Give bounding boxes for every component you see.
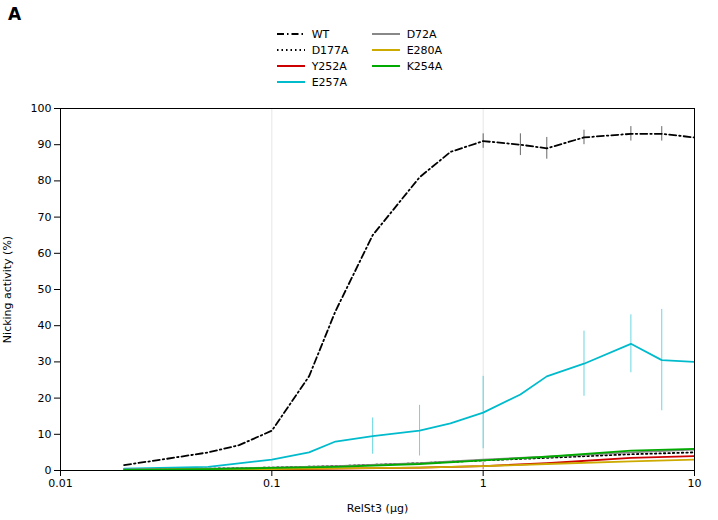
- svg-text:50: 50: [38, 283, 52, 296]
- svg-text:RelSt3 (μg): RelSt3 (μg): [347, 502, 408, 515]
- html-text:A: A: [8, 4, 22, 24]
- html-text:D177A: D177A: [311, 43, 349, 57]
- svg-text:80: 80: [38, 174, 52, 187]
- html-text:E257A: E257A: [311, 75, 348, 89]
- svg-text:30: 30: [38, 355, 52, 368]
- svg-text:0.01: 0.01: [48, 477, 73, 490]
- svg-text:10: 10: [688, 477, 702, 490]
- svg-text:40: 40: [38, 319, 52, 332]
- svg-text:90: 90: [38, 138, 52, 151]
- html-text:Y252A: Y252A: [311, 59, 347, 73]
- svg-text:Nicking activity (%): Nicking activity (%): [1, 236, 14, 343]
- html-text:E280A: E280A: [406, 43, 443, 57]
- svg-text:0.1: 0.1: [263, 477, 281, 490]
- svg-text:100: 100: [31, 102, 52, 115]
- svg-text:10: 10: [38, 428, 52, 441]
- svg-text:1: 1: [480, 477, 487, 490]
- html-text:K254A: K254A: [406, 59, 443, 73]
- html-text:D72A: D72A: [406, 27, 437, 41]
- svg-text:70: 70: [38, 211, 52, 224]
- svg-text:0: 0: [45, 464, 52, 477]
- html-text:WT: WT: [311, 27, 330, 41]
- svg-text:60: 60: [38, 247, 52, 260]
- svg-text:20: 20: [38, 392, 52, 405]
